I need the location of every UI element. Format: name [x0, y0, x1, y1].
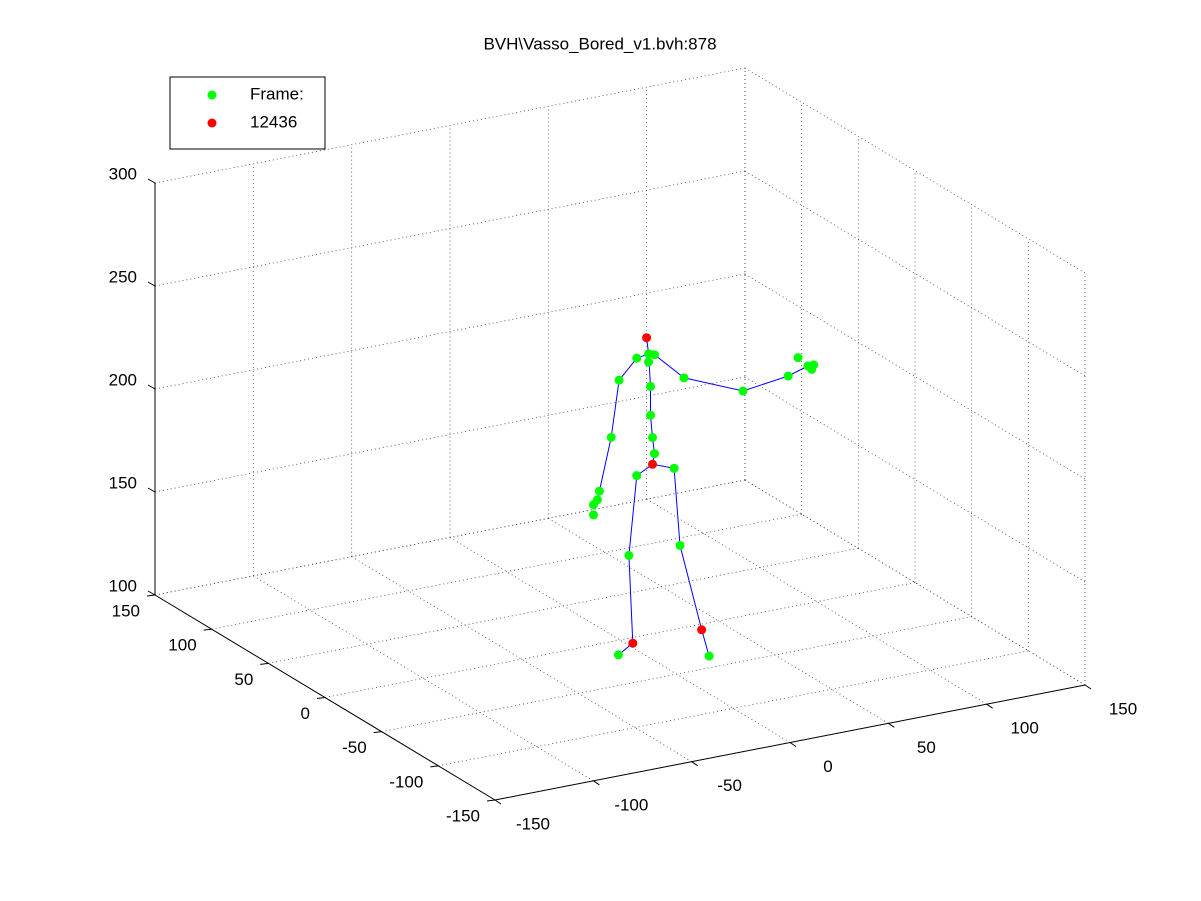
joint-marker: [644, 357, 654, 367]
x-tick: [789, 742, 797, 747]
z-tick: [147, 487, 156, 493]
joint-marker: [648, 433, 657, 443]
y-tick-label: -50: [342, 738, 367, 757]
y-tick-label: 100: [168, 636, 196, 655]
joint-marker: [606, 432, 616, 442]
x-tick: [494, 799, 502, 805]
y-tick: [146, 594, 156, 597]
y-tick-label: 150: [112, 601, 140, 620]
legend-label: Frame:: [250, 84, 304, 103]
joint-marker: [642, 333, 652, 343]
joint-marker: [807, 364, 817, 374]
y-tick: [486, 799, 496, 802]
x-tick-label: -100: [614, 795, 648, 814]
joint-marker: [589, 500, 598, 510]
grid-line: [324, 582, 916, 698]
grid-line: [154, 170, 746, 287]
joint-marker: [648, 459, 657, 469]
x-tick-label: -50: [717, 776, 742, 795]
x-tick-label: 100: [1010, 719, 1038, 738]
joint-marker: [649, 449, 659, 459]
chart-title: BVH\Vasso_Bored_v1.bvh:878: [483, 34, 716, 53]
x-tick: [986, 703, 993, 709]
x-tick: [1084, 684, 1092, 690]
y-tick-label: 0: [301, 704, 310, 723]
grid-line: [211, 513, 802, 630]
x-tick-label: 150: [1109, 699, 1137, 718]
joint-marker: [649, 350, 659, 360]
x-tick-label: 0: [823, 757, 832, 776]
joint-marker: [624, 550, 634, 560]
y-tick-label: 50: [234, 670, 253, 689]
z-tick: [147, 281, 156, 287]
y-tick: [430, 765, 439, 768]
grid-line: [438, 650, 1029, 767]
z-tick-label: 300: [109, 164, 137, 183]
legend-box: [169, 76, 326, 150]
z-tick-label: 100: [109, 576, 137, 595]
z-tick-label: 200: [109, 370, 137, 389]
grid-line: [154, 67, 746, 184]
z-tick-label: 250: [109, 267, 137, 286]
grid-line: [268, 547, 859, 664]
x-tick: [691, 761, 698, 767]
x-tick-label: -150: [516, 814, 550, 833]
y-tick-label: -150: [446, 806, 480, 825]
joint-marker: [589, 510, 598, 520]
z-tick: [147, 178, 156, 184]
joint-marker: [613, 650, 623, 660]
joint-marker: [697, 625, 707, 635]
legend-marker: [207, 118, 217, 128]
joint-marker: [704, 651, 714, 661]
joint-marker: [783, 371, 793, 381]
grid-line: [381, 616, 972, 733]
joint-marker: [594, 486, 604, 496]
grid-line: [154, 273, 746, 390]
x-tick: [888, 722, 895, 728]
legend-label: 12436: [250, 112, 297, 131]
z-tick: [147, 590, 156, 596]
grid-line: [154, 376, 746, 493]
legend-marker: [207, 90, 217, 100]
joint-marker: [646, 410, 656, 420]
y-tick: [203, 628, 212, 631]
joint-marker: [632, 353, 642, 363]
y-tick-label: -100: [389, 772, 423, 791]
x-tick-label: 50: [917, 738, 936, 757]
x-tick: [593, 780, 600, 786]
z-tick: [147, 384, 156, 390]
joint-marker: [679, 373, 689, 383]
y-tick: [373, 731, 382, 734]
joint-marker: [738, 386, 748, 396]
grid-line: [154, 479, 746, 596]
joint-marker: [646, 381, 656, 391]
z-tick-label: 150: [109, 473, 137, 492]
joint-marker: [675, 540, 685, 550]
joint-marker: [793, 353, 803, 363]
joint-marker: [614, 375, 624, 385]
joint-marker: [628, 638, 638, 648]
joint-marker: [632, 471, 642, 481]
y-tick: [316, 697, 326, 699]
joint-marker: [669, 463, 679, 473]
y-tick: [260, 662, 269, 665]
